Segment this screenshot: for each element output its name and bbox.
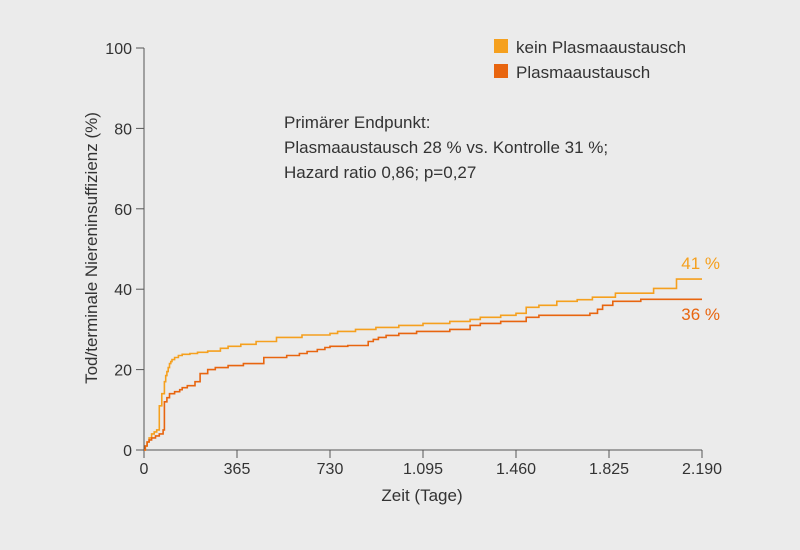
series-line-kein-plasmaaustausch bbox=[144, 278, 702, 451]
y-tick-label-60: 60 bbox=[114, 202, 132, 219]
legend-label-kein-plasmaaustausch: kein Plasmaaustausch bbox=[516, 38, 686, 57]
curves bbox=[144, 278, 702, 451]
annotation-line-3: Hazard ratio 0,86; p=0,27 bbox=[284, 163, 476, 182]
legend-swatch-kein-plasmaaustausch bbox=[494, 39, 508, 53]
annotation-line-2: Plasmaaustausch 28 % vs. Kontrolle 31 %; bbox=[284, 138, 608, 157]
y-tick-label-20: 20 bbox=[114, 363, 132, 380]
legend: kein Plasmaaustausch Plasmaaustausch bbox=[494, 38, 686, 82]
legend-swatch-plasmaaustausch bbox=[494, 64, 508, 78]
x-tick-label-1825: 1.825 bbox=[589, 461, 629, 478]
series-line-plasmaaustausch bbox=[144, 298, 702, 451]
x-tick-label-730: 730 bbox=[317, 461, 344, 478]
x-tick-label-2190: 2.190 bbox=[682, 461, 722, 478]
y-tick-label-100: 100 bbox=[105, 41, 132, 58]
y-tick-label-0: 0 bbox=[123, 443, 132, 460]
x-axis-label: Zeit (Tage) bbox=[381, 486, 462, 505]
x-tick-label-1460: 1.460 bbox=[496, 461, 536, 478]
axes: 0 20 40 60 80 100 0 365 730 1.095 1.460 1.825 2.190 bbox=[105, 41, 722, 478]
x-tick-label-365: 365 bbox=[224, 461, 251, 478]
y-tick-label-80: 80 bbox=[114, 121, 132, 138]
y-tick-label-40: 40 bbox=[114, 282, 132, 299]
y-axis-label: Tod/terminale Niereninsuffizienz (%) bbox=[82, 112, 101, 384]
x-tick-label-1095: 1.095 bbox=[403, 461, 443, 478]
annotation: Primärer Endpunkt: Plasmaaustausch 28 % … bbox=[284, 113, 608, 182]
annotation-line-1: Primärer Endpunkt: bbox=[284, 113, 430, 132]
end-label-kein-plasmaaustausch: 41 % bbox=[681, 254, 720, 273]
end-label-plasmaaustausch: 36 % bbox=[681, 305, 720, 324]
x-tick-label-0: 0 bbox=[140, 461, 149, 478]
legend-label-plasmaaustausch: Plasmaaustausch bbox=[516, 63, 650, 82]
